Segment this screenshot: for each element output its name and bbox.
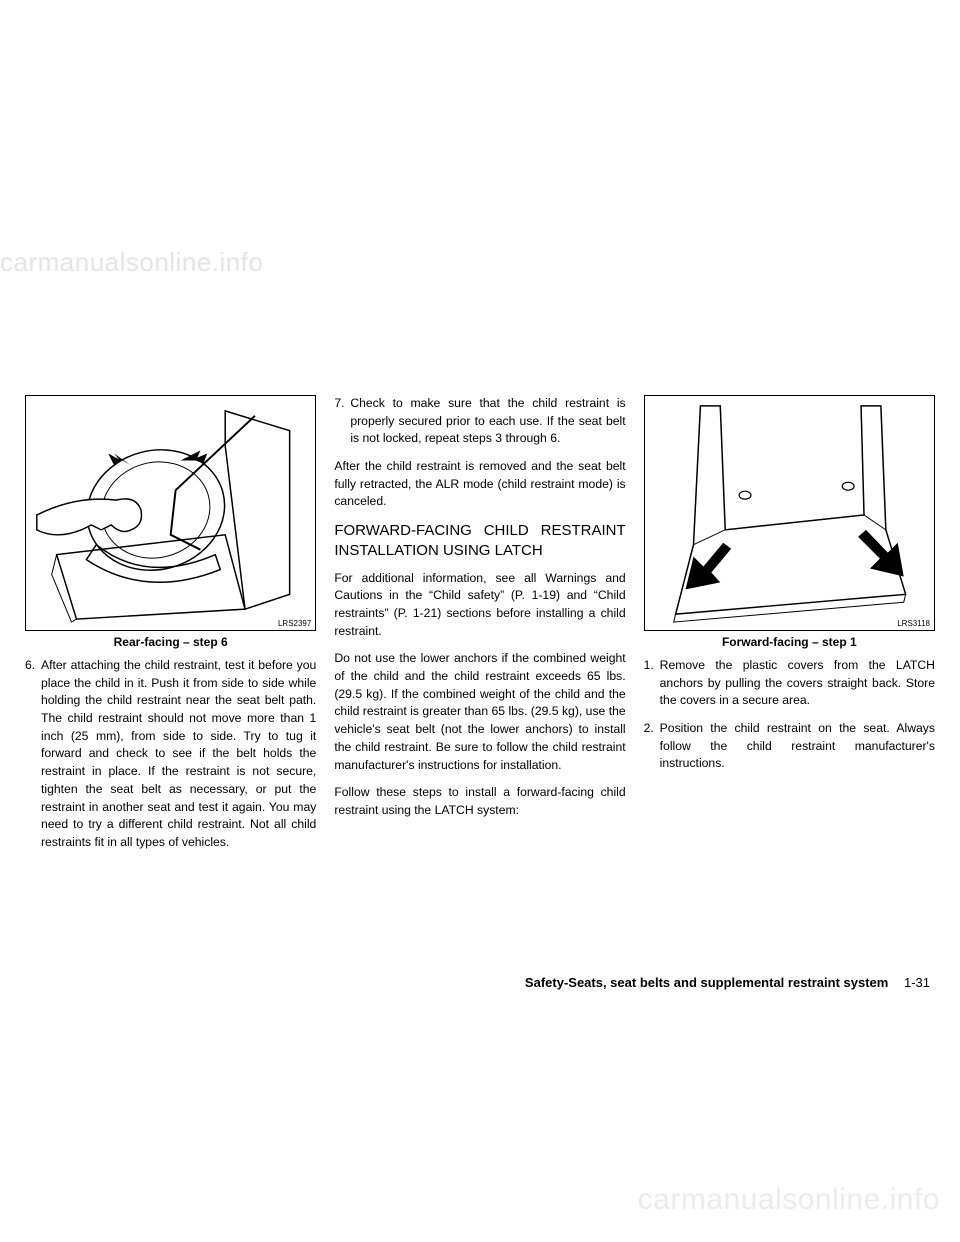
list-item-1: 1. Remove the plastic covers from the LA… (644, 657, 935, 710)
list-body-7: Check to make sure that the child restra… (350, 395, 625, 448)
body-col1: 6. After attaching the child restraint, … (25, 657, 316, 852)
footer-label: Safety-Seats, seat belts and supplementa… (525, 975, 888, 990)
footer-page: 1-31 (904, 975, 930, 990)
body-col2: 7. Check to make sure that the child res… (334, 395, 625, 820)
figure-id-left: LRS2397 (278, 619, 311, 628)
watermark-top: carmanualsonline.info (0, 247, 263, 278)
list-num-1: 1. (644, 657, 660, 710)
list-body-6: After attaching the child restraint, tes… (41, 657, 316, 852)
figure-forward-facing: LRS3118 (644, 395, 935, 631)
list-num-2: 2. (644, 720, 660, 773)
para-additional-info: For additional information, see all Warn… (334, 570, 625, 641)
rear-facing-illustration (26, 396, 315, 630)
column-left: LRS2397 Rear-facing – step 6 6. After at… (25, 395, 316, 862)
column-right: LRS3118 Forward-facing – step 1 1. Remov… (644, 395, 935, 862)
list-item-2: 2. Position the child restraint on the s… (644, 720, 935, 773)
after-para: After the child restraint is removed and… (334, 458, 625, 511)
page-footer: Safety-Seats, seat belts and supplementa… (525, 975, 930, 990)
section-heading: FORWARD-FACING CHILD RESTRAINT INSTALLAT… (334, 521, 625, 562)
list-item-7: 7. Check to make sure that the child res… (334, 395, 625, 448)
forward-facing-illustration (645, 396, 934, 630)
column-middle: 7. Check to make sure that the child res… (334, 395, 625, 862)
caption-rear-facing: Rear-facing – step 6 (25, 635, 316, 649)
page-content: LRS2397 Rear-facing – step 6 6. After at… (25, 395, 935, 862)
list-num-7: 7. (334, 395, 350, 448)
watermark-bottom: carmanualsonline.info (638, 1183, 940, 1217)
para-follow-steps: Follow these steps to install a forward-… (334, 784, 625, 819)
figure-id-right: LRS3118 (897, 619, 930, 628)
figure-rear-facing: LRS2397 (25, 395, 316, 631)
caption-forward-facing: Forward-facing – step 1 (644, 635, 935, 649)
para-weight-limit: Do not use the lower anchors if the comb… (334, 650, 625, 774)
list-num-6: 6. (25, 657, 41, 852)
list-body-2: Position the child restraint on the seat… (660, 720, 935, 773)
list-body-1: Remove the plastic covers from the LATCH… (660, 657, 935, 710)
list-item-6: 6. After attaching the child restraint, … (25, 657, 316, 852)
body-col3: 1. Remove the plastic covers from the LA… (644, 657, 935, 773)
